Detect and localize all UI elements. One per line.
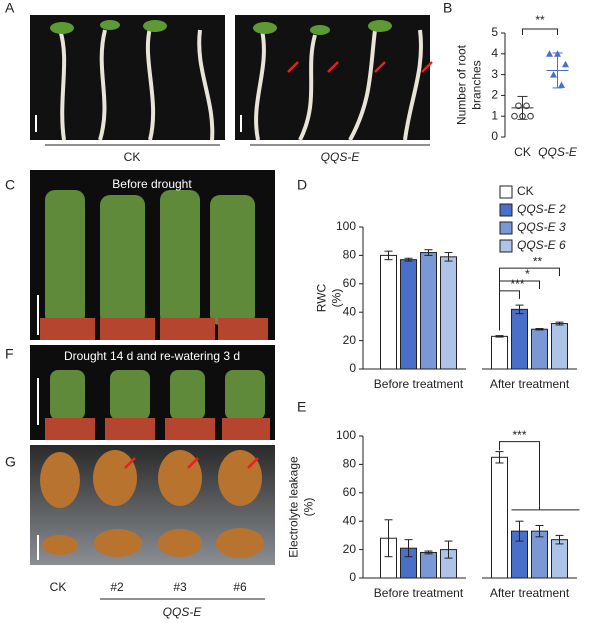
bar [491, 335, 508, 370]
line-label: #6 [233, 580, 247, 594]
sig-bracket [522, 28, 558, 35]
x-tick-label: Before treatment [374, 377, 464, 391]
legend-swatch [499, 239, 513, 253]
sig-bracket [499, 441, 540, 510]
y-tick-label: 60 [343, 485, 357, 499]
bar [420, 252, 437, 370]
line-label: CK [50, 580, 67, 594]
bar [531, 530, 548, 579]
x-tick-label: CK [514, 145, 531, 159]
panel-label: E [297, 399, 306, 415]
legend-swatch [499, 203, 513, 217]
y-tick-label: 40 [343, 513, 357, 527]
y-tick-label: 1 [491, 108, 498, 122]
legend-swatch [499, 221, 513, 235]
x-tick-label: Before treatment [374, 586, 464, 600]
sig-label: ** [533, 254, 543, 268]
y-tick-label: 5 [491, 25, 498, 39]
y-tick-label: 80 [343, 248, 357, 262]
roots [40, 450, 264, 558]
sig-bracket [499, 267, 560, 331]
pots [40, 318, 268, 340]
photo-caption: Drought 14 d and re-watering 3 d [64, 349, 240, 363]
group-label: CK [124, 150, 141, 164]
x-tick-label: QQS-E [538, 145, 578, 159]
photo-caption: Before drought [112, 177, 192, 191]
point [562, 60, 569, 68]
line-label: #3 [173, 580, 187, 594]
group-label: QQS-E [321, 150, 361, 164]
panel-label: F [5, 346, 14, 362]
x-tick-label: After treatment [490, 377, 570, 391]
bar [420, 551, 437, 579]
y-tick-label: 0 [349, 570, 356, 584]
panel-label: B [443, 0, 452, 16]
legend-label: QQS-E 2 [517, 202, 566, 216]
bar [531, 328, 548, 370]
y-tick-label: 0 [491, 129, 498, 143]
plants [45, 190, 255, 325]
y-axis-label: Number of root [455, 44, 469, 125]
sig-label: *** [512, 428, 526, 442]
point [546, 50, 553, 57]
point [523, 102, 530, 110]
bar [491, 456, 508, 579]
sig-label: ** [535, 13, 545, 27]
y-tick-label: 60 [343, 276, 357, 290]
sig-label: *** [510, 277, 524, 291]
y-tick-label: 20 [343, 333, 357, 347]
legend-label: QQS-E 6 [517, 238, 566, 252]
y-tick-label: 100 [336, 428, 356, 442]
y-tick-label: 3 [491, 67, 498, 81]
arrows [124, 457, 259, 469]
y-tick-label: 40 [343, 304, 357, 318]
point [511, 112, 518, 120]
point [550, 71, 557, 78]
leaves [50, 20, 392, 35]
bar [440, 256, 457, 370]
bar [511, 308, 528, 370]
bar [551, 539, 568, 579]
y-tick-label: 0 [349, 361, 356, 375]
photo-qqs-roots [235, 15, 430, 140]
y-tick-label: 2 [491, 88, 498, 102]
y-axis-label: branches [470, 60, 484, 109]
y-axis-label: RWC [315, 283, 329, 312]
legend-swatch [499, 185, 513, 199]
panel-label: A [5, 0, 15, 16]
bar [400, 259, 417, 370]
x-tick-label: After treatment [490, 586, 570, 600]
legend-label: QQS-E 3 [517, 220, 566, 234]
plants [50, 370, 265, 420]
panel-label: D [297, 177, 307, 193]
root-drawings [58, 27, 423, 141]
panel-label: G [5, 454, 16, 470]
legend-label: CK [517, 184, 534, 198]
line-label: #2 [110, 580, 124, 594]
y-axis-label: (%) [302, 498, 316, 517]
y-axis-label: Electrolyte leakage [287, 456, 301, 558]
point [558, 81, 565, 88]
y-tick-label: 100 [336, 219, 356, 233]
panel-label: C [5, 177, 15, 193]
bar [551, 323, 568, 370]
y-tick-label: 4 [491, 46, 498, 60]
point [515, 102, 522, 110]
sig-label: * [525, 267, 530, 281]
y-tick-label: 80 [343, 457, 357, 471]
bar [380, 254, 397, 370]
group-label: QQS-E [163, 605, 203, 619]
pots [45, 418, 270, 440]
point [527, 112, 534, 120]
y-tick-label: 20 [343, 542, 357, 556]
arrows [287, 61, 433, 73]
y-axis-label: (%) [330, 289, 344, 308]
